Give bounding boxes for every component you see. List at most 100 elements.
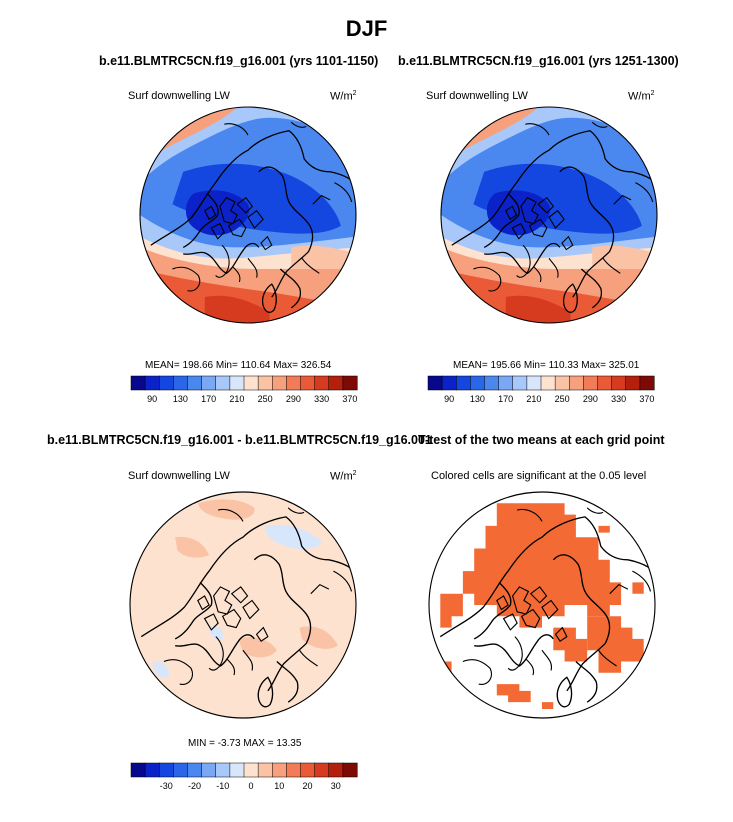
map-border-bottom-right xyxy=(428,491,656,719)
colorbar-tick-label: 90 xyxy=(444,394,454,404)
figure-main-title: DJF xyxy=(345,16,388,41)
diff-patch-east-neg xyxy=(265,524,323,550)
field-label-bottom-right: Colored cells are significant at the 0.0… xyxy=(431,470,647,482)
colorbar-swatch xyxy=(314,375,330,391)
colorbar-bottom-left: -30 -20 -10 0 10 20 30 xyxy=(130,762,358,791)
colorbar-swatch xyxy=(456,375,471,391)
colorbar-tick-label: 210 xyxy=(229,394,244,404)
stats-top-right: MEAN= 195.66 Min= 110.33 Max= 325.01 xyxy=(453,360,640,371)
colorbar-tick-label: 330 xyxy=(314,394,329,404)
colorbar-swatch xyxy=(173,762,189,778)
colorbar-swatch xyxy=(470,375,486,391)
colorbar-swatch xyxy=(526,375,542,391)
colorbar-top-right: 90 130 170 210 250 290 330 370 xyxy=(427,375,655,404)
colorbar-swatch xyxy=(201,762,217,778)
colorbar-swatch xyxy=(215,762,231,778)
field-band-atlantic-hottest xyxy=(204,295,270,323)
colorbar-swatch xyxy=(257,762,273,778)
colorbar-swatch xyxy=(342,762,358,778)
colorbar-swatch xyxy=(300,762,316,778)
field-band-atlantic-hottest xyxy=(505,295,571,323)
units-bottom-left: W/m2 xyxy=(330,470,357,483)
colorbar-swatch xyxy=(498,375,514,391)
map-bottom-right xyxy=(428,491,656,719)
colorbar-swatch xyxy=(201,375,217,391)
diff-patch-center xyxy=(238,637,277,658)
map-bottom-left xyxy=(129,491,357,719)
colorbar-tick-label: 170 xyxy=(201,394,216,404)
colorbar-swatch xyxy=(286,762,302,778)
colorbar-tick-label: 210 xyxy=(526,394,541,404)
colorbar-swatch xyxy=(215,375,231,391)
field-band-europe xyxy=(291,245,356,269)
colorbar-swatch xyxy=(554,375,570,391)
colorbar-swatch xyxy=(611,375,627,391)
diff-patch-west xyxy=(175,536,210,558)
colorbar-swatch xyxy=(597,375,613,391)
colorbar-swatch xyxy=(187,762,203,778)
colorbar-tick-label: 90 xyxy=(147,394,157,404)
field-band-europe xyxy=(592,245,657,269)
panel-title-top-right: b.e11.BLMTRC5CN.f19_g16.001 (yrs 1251-13… xyxy=(398,54,679,68)
colorbar-swatch xyxy=(130,762,146,778)
colorbar-swatch xyxy=(484,375,500,391)
colorbar-tick-label: 0 xyxy=(249,781,254,791)
colorbar-swatch xyxy=(300,375,316,391)
field-label-top-right: Surf downwelling LW xyxy=(426,90,528,102)
colorbar-swatch xyxy=(540,375,556,391)
colorbar-tick-label: 250 xyxy=(555,394,570,404)
map-top-right xyxy=(440,106,658,324)
map-border-bottom-left xyxy=(129,491,357,719)
colorbar-swatch xyxy=(243,762,259,778)
panel-title-top-left: b.e11.BLMTRC5CN.f19_g16.001 (yrs 1101-11… xyxy=(99,54,379,68)
stats-bottom-left: MIN = -3.73 MAX = 13.35 xyxy=(188,738,302,749)
colorbar-swatch xyxy=(441,375,457,391)
colorbar-swatch xyxy=(144,762,160,778)
colorbar-swatch xyxy=(243,375,259,391)
field-label-top-left: Surf downwelling LW xyxy=(128,90,230,102)
colorbar-swatch xyxy=(512,375,528,391)
colorbar-swatch xyxy=(130,375,146,391)
colorbar-swatch xyxy=(173,375,189,391)
colorbar-tick-label: 290 xyxy=(286,394,301,404)
colorbar-swatch xyxy=(257,375,273,391)
map-border-top-right xyxy=(440,106,658,324)
colorbar-swatch xyxy=(144,375,160,391)
units-top-right: W/m2 xyxy=(628,90,655,103)
map-top-left xyxy=(139,106,357,324)
colorbar-tick-label: -20 xyxy=(188,781,201,791)
diff-patch-greenland-neg xyxy=(209,626,224,640)
colorbar-tick-label: 130 xyxy=(470,394,485,404)
colorbar-tick-label: 370 xyxy=(342,394,357,404)
field-label-bottom-left: Surf downwelling LW xyxy=(128,470,230,482)
colorbar-swatch xyxy=(272,762,287,778)
colorbar-swatch xyxy=(187,375,203,391)
colorbar-swatch xyxy=(159,375,174,391)
colorbar-tick-label: 30 xyxy=(331,781,341,791)
colorbar-tick-label: 370 xyxy=(639,394,654,404)
panel-title-bottom-left: b.e11.BLMTRC5CN.f19_g16.001 - b.e11.BLMT… xyxy=(47,433,432,447)
colorbar-swatch xyxy=(625,375,641,391)
colorbar-tick-label: -30 xyxy=(160,781,173,791)
diff-patch-europe xyxy=(299,626,338,649)
map-border-top-left xyxy=(139,106,357,324)
colorbar-tick-label: 290 xyxy=(583,394,598,404)
units-top-left: W/m2 xyxy=(330,90,357,103)
colorbar-swatch xyxy=(328,762,344,778)
map-background-field xyxy=(130,492,356,718)
panel-title-bottom-right: T-test of the two means at each grid poi… xyxy=(418,433,665,447)
colorbar-swatch xyxy=(229,375,245,391)
colorbar-swatch xyxy=(639,375,655,391)
colorbar-swatch xyxy=(328,375,344,391)
colorbar-tick-label: -10 xyxy=(216,781,229,791)
diff-patch-atlantic-neg xyxy=(152,661,169,678)
colorbar-swatch xyxy=(159,762,174,778)
colorbar-swatch xyxy=(569,375,584,391)
colorbar-tick-label: 130 xyxy=(173,394,188,404)
colorbar-tick-label: 330 xyxy=(611,394,626,404)
colorbar-tick-label: 10 xyxy=(274,781,284,791)
colorbar-swatch xyxy=(229,762,245,778)
stats-top-left: MEAN= 198.66 Min= 110.64 Max= 326.54 xyxy=(145,360,332,371)
colorbar-tick-label: 20 xyxy=(303,781,313,791)
colorbar-swatch xyxy=(427,375,443,391)
